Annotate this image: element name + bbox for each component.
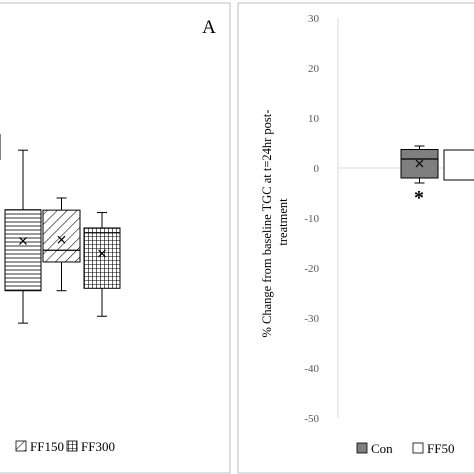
right-plot-area: * (400, 145, 474, 209)
left-plot-area (0, 134, 121, 324)
box-iqr (4, 209, 42, 292)
mean-marker (57, 235, 66, 244)
legend-swatch (356, 442, 368, 454)
box-iqr (42, 209, 81, 263)
y-tick-label: 30 (308, 13, 320, 25)
y-axis-title: % Change from baseline TGC at t=24hr pos… (260, 106, 290, 337)
panel-label: A (202, 17, 216, 38)
legend-swatch (15, 440, 27, 452)
y-tick-label: -50 (304, 413, 319, 425)
right-legend: Con FF50 (356, 441, 454, 456)
box-iqr (83, 227, 121, 289)
y-axis: 30 20 10 0 -10 -20 -30 -40 -50 (304, 13, 474, 425)
partial-box-ff50 (443, 149, 474, 181)
mean-marker (98, 249, 106, 258)
y-tick-label: -20 (304, 263, 319, 275)
mean-marker (415, 159, 424, 168)
y-tick-label: 10 (308, 113, 320, 125)
left-legend: FF150 FF300 (15, 439, 115, 454)
legend-swatch (66, 440, 78, 452)
y-tick-label: -30 (304, 313, 319, 325)
legend-label: FF150 (30, 439, 64, 454)
y-tick-label: -10 (304, 213, 319, 225)
significance-asterisk: * (414, 187, 424, 209)
right-panel-frame (237, 2, 474, 474)
legend-swatch (412, 442, 424, 454)
y-tick-label: -40 (304, 363, 319, 375)
left-panel-frame (0, 2, 231, 474)
legend-label: FF50 (427, 441, 454, 456)
legend-label: FF300 (81, 439, 115, 454)
mean-marker (19, 236, 27, 245)
y-tick-label: 20 (308, 63, 320, 75)
legend-label: Con (371, 441, 393, 456)
y-tick-label: 0 (314, 163, 320, 175)
